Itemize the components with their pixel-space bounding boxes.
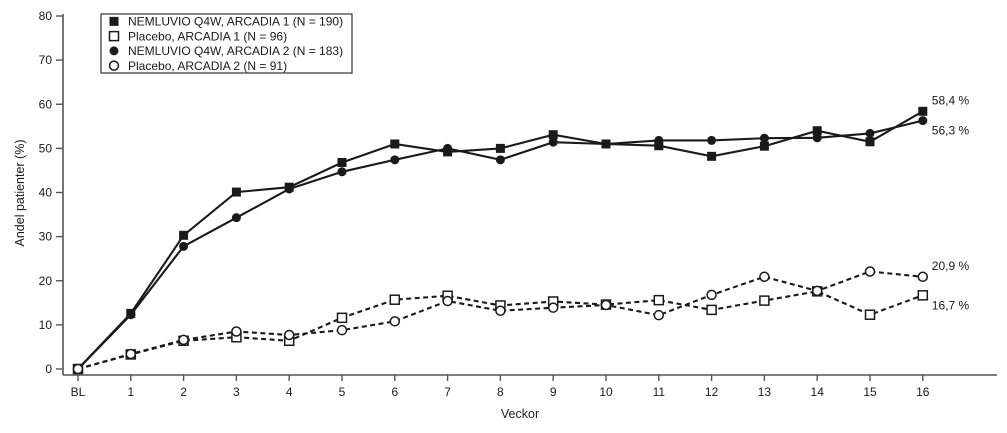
marker-nemluvio-arcadia-2-5 bbox=[337, 167, 347, 177]
marker-nemluvio-arcadia-2-16 bbox=[918, 116, 928, 126]
marker-placebo-arcadia-2-9 bbox=[547, 302, 559, 313]
marker-placebo-arcadia-2-BL bbox=[72, 363, 84, 375]
x-tick-label: 15 bbox=[863, 385, 877, 399]
x-tick-label: 16 bbox=[916, 385, 930, 399]
end-label-nemluvio-arcadia-1: 58,4 % bbox=[932, 93, 970, 107]
marker-placebo-arcadia-2-5 bbox=[336, 324, 348, 336]
marker-placebo-arcadia-2-7 bbox=[442, 295, 453, 307]
x-tick-label: 2 bbox=[180, 385, 187, 399]
marker-placebo-arcadia-1-15 bbox=[864, 309, 876, 320]
marker-placebo-arcadia-2-8 bbox=[495, 305, 506, 317]
legend-open-square-icon bbox=[108, 30, 120, 42]
legend-label-placebo-arcadia-1: Placebo, ARCADIA 1 (N = 96) bbox=[128, 29, 287, 43]
x-tick-label: 14 bbox=[811, 385, 825, 399]
marker-nemluvio-arcadia-2-7 bbox=[443, 143, 453, 153]
end-label-placebo-arcadia-1: 16,7 % bbox=[932, 298, 970, 312]
marker-placebo-arcadia-2-3 bbox=[231, 326, 242, 337]
marker-nemluvio-arcadia-2-11 bbox=[654, 135, 664, 145]
marker-nemluvio-arcadia-1-12 bbox=[707, 151, 717, 161]
y-tick-label: 10 bbox=[39, 318, 53, 332]
marker-nemluvio-arcadia-2-1 bbox=[126, 310, 136, 320]
legend-label-nemluvio-arcadia-2: NEMLUVIO Q4W, ARCADIA 2 (N = 183) bbox=[128, 44, 343, 58]
x-tick-label: 12 bbox=[705, 385, 719, 399]
marker-placebo-arcadia-2-13 bbox=[759, 271, 770, 283]
marker-placebo-arcadia-2-11 bbox=[653, 309, 665, 321]
marker-placebo-arcadia-2-2 bbox=[178, 334, 189, 346]
x-tick-label: 10 bbox=[599, 385, 613, 399]
marker-nemluvio-arcadia-1-15 bbox=[865, 137, 875, 147]
x-tick-label: 13 bbox=[758, 385, 772, 399]
x-tick-label: 5 bbox=[339, 385, 346, 399]
marker-nemluvio-arcadia-1-8 bbox=[495, 143, 505, 153]
marker-nemluvio-arcadia-1-16 bbox=[918, 106, 928, 116]
x-tick-label: 1 bbox=[127, 385, 134, 399]
x-tick-label: 4 bbox=[286, 385, 293, 399]
marker-nemluvio-arcadia-1-2 bbox=[179, 230, 189, 240]
y-tick-label: 0 bbox=[45, 362, 52, 376]
y-axis-title: Andel patienter (%) bbox=[13, 139, 27, 246]
marker-nemluvio-arcadia-1-3 bbox=[231, 187, 241, 197]
marker-nemluvio-arcadia-1-9 bbox=[548, 130, 558, 140]
marker-nemluvio-arcadia-2-10 bbox=[601, 139, 611, 149]
marker-nemluvio-arcadia-1-5 bbox=[337, 157, 347, 167]
marker-placebo-arcadia-2-15 bbox=[864, 266, 876, 277]
end-label-nemluvio-arcadia-2: 56,3 % bbox=[932, 124, 970, 138]
legend-open-circle-icon bbox=[108, 60, 120, 71]
marker-nemluvio-arcadia-2-13 bbox=[759, 133, 769, 143]
marker-nemluvio-arcadia-2-2 bbox=[179, 241, 189, 251]
marker-nemluvio-arcadia-2-12 bbox=[707, 135, 717, 145]
legend-box bbox=[100, 13, 353, 74]
marker-nemluvio-arcadia-2-6 bbox=[390, 155, 400, 165]
legend-filled-square-icon bbox=[109, 16, 119, 26]
y-tick-label: 80 bbox=[39, 9, 53, 23]
x-tick-label: 3 bbox=[233, 385, 240, 399]
legend-label-nemluvio-arcadia-1: NEMLUVIO Q4W, ARCADIA 1 (N = 190) bbox=[128, 15, 343, 29]
marker-placebo-arcadia-2-4 bbox=[283, 329, 295, 341]
x-axis-title: Veckor bbox=[501, 407, 539, 421]
series-line-placebo-arcadia-2 bbox=[77, 270, 923, 371]
marker-nemluvio-arcadia-2-4 bbox=[284, 184, 294, 194]
marker-nemluvio-arcadia-1-13 bbox=[759, 141, 769, 151]
marker-placebo-arcadia-2-14 bbox=[811, 285, 823, 297]
marker-placebo-arcadia-1-16 bbox=[917, 290, 929, 301]
marker-placebo-arcadia-1-13 bbox=[759, 295, 770, 306]
marker-nemluvio-arcadia-2-3 bbox=[231, 213, 241, 223]
marker-placebo-arcadia-2-10 bbox=[600, 299, 612, 311]
end-label-placebo-arcadia-2: 20,9 % bbox=[932, 259, 970, 273]
marker-placebo-arcadia-1-6 bbox=[389, 294, 401, 305]
marker-nemluvio-arcadia-2-8 bbox=[495, 155, 505, 165]
marker-placebo-arcadia-1-11 bbox=[653, 294, 665, 306]
x-tick-label: 8 bbox=[497, 385, 504, 399]
marker-placebo-arcadia-2-1 bbox=[125, 348, 137, 360]
marker-placebo-arcadia-2-12 bbox=[706, 289, 717, 301]
y-tick-label: 30 bbox=[39, 230, 53, 244]
marker-nemluvio-arcadia-2-14 bbox=[812, 133, 822, 143]
x-tick-label: 7 bbox=[444, 385, 451, 399]
y-tick-label: 40 bbox=[39, 186, 53, 200]
x-tick-label: 9 bbox=[550, 385, 557, 399]
y-tick-label: 20 bbox=[39, 274, 53, 288]
marker-nemluvio-arcadia-1-14 bbox=[812, 126, 822, 136]
marker-nemluvio-arcadia-2-9 bbox=[548, 137, 558, 147]
marker-placebo-arcadia-1-5 bbox=[336, 312, 348, 324]
x-tick-label: 11 bbox=[653, 385, 666, 399]
x-tick-label: BL bbox=[71, 385, 86, 399]
y-tick-label: 50 bbox=[39, 141, 53, 155]
marker-nemluvio-arcadia-1-11 bbox=[654, 141, 664, 151]
legend-label-placebo-arcadia-2: Placebo, ARCADIA 2 (N = 91) bbox=[128, 59, 287, 73]
marker-placebo-arcadia-2-6 bbox=[389, 316, 401, 327]
marker-placebo-arcadia-1-12 bbox=[706, 304, 717, 316]
marker-placebo-arcadia-2-16 bbox=[917, 271, 929, 283]
y-tick-label: 70 bbox=[39, 53, 53, 67]
x-tick-label: 6 bbox=[391, 385, 398, 399]
marker-nemluvio-arcadia-1-6 bbox=[390, 139, 400, 149]
legend-filled-circle-icon bbox=[109, 46, 119, 56]
marker-nemluvio-arcadia-2-15 bbox=[865, 128, 875, 138]
y-tick-label: 60 bbox=[39, 97, 53, 111]
